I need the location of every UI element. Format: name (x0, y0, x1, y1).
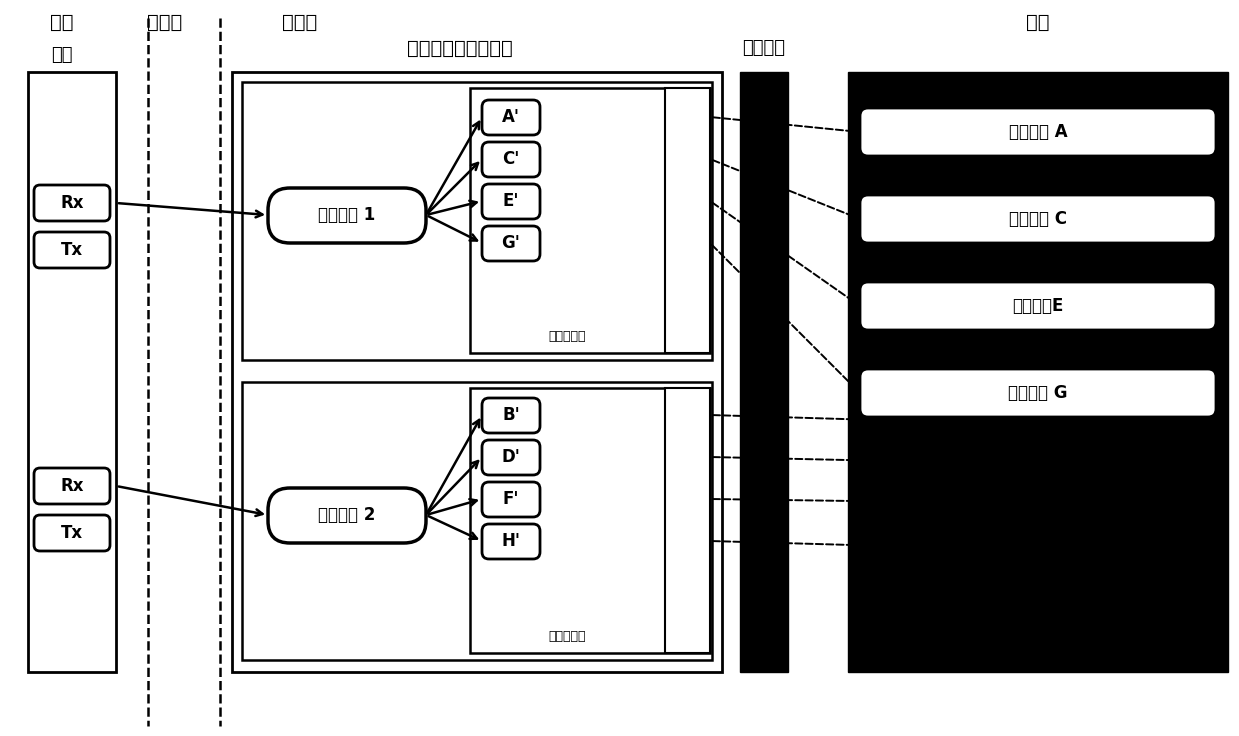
FancyBboxPatch shape (33, 468, 110, 504)
Text: 服务线程 1: 服务线程 1 (318, 206, 375, 224)
Text: 负载进程 C: 负载进程 C (1009, 210, 1067, 228)
Bar (242, 382, 712, 660)
Text: 服务线程 2: 服务线程 2 (318, 506, 375, 524)
Text: Rx: Rx (61, 194, 84, 212)
FancyBboxPatch shape (482, 184, 540, 219)
Bar (665, 88, 710, 353)
Bar (470, 388, 710, 653)
FancyBboxPatch shape (860, 369, 1215, 417)
Text: H': H' (502, 532, 520, 550)
Bar (847, 72, 1228, 672)
FancyBboxPatch shape (482, 440, 540, 475)
Text: C': C' (502, 150, 519, 168)
Text: 用户态: 用户态 (282, 13, 317, 32)
Bar (740, 72, 788, 672)
Bar (232, 72, 722, 672)
Text: 负载进程表: 负载进程表 (548, 330, 586, 344)
Text: 负载进程 A: 负载进程 A (1009, 123, 1067, 141)
FancyBboxPatch shape (33, 515, 110, 551)
FancyBboxPatch shape (33, 232, 110, 268)
Text: 应用: 应用 (1026, 13, 1049, 32)
Text: Tx: Tx (61, 241, 83, 259)
FancyBboxPatch shape (482, 398, 540, 433)
Text: 负载进程E: 负载进程E (1012, 297, 1064, 315)
FancyBboxPatch shape (482, 524, 540, 559)
Text: 用户态多线程协议栈: 用户态多线程协议栈 (408, 38, 513, 57)
Text: B': B' (502, 406, 520, 424)
FancyBboxPatch shape (482, 142, 540, 177)
Bar (470, 88, 710, 353)
Text: 调用接口: 调用接口 (742, 39, 786, 57)
Bar (665, 388, 710, 653)
Text: 内核态: 内核态 (147, 13, 182, 32)
FancyBboxPatch shape (33, 185, 110, 221)
FancyBboxPatch shape (860, 108, 1215, 156)
Text: 网卡: 网卡 (51, 46, 73, 64)
Text: 负载进程表: 负载进程表 (548, 631, 586, 643)
Text: Rx: Rx (61, 477, 84, 495)
Bar (242, 82, 712, 360)
FancyBboxPatch shape (482, 226, 540, 261)
Text: G': G' (502, 234, 520, 252)
Text: Tx: Tx (61, 524, 83, 542)
Text: A': A' (502, 108, 520, 126)
Text: E': E' (503, 192, 519, 210)
Bar (28, 72, 116, 672)
Text: D': D' (502, 448, 520, 466)
FancyBboxPatch shape (268, 488, 426, 543)
Text: 负载进程 G: 负载进程 G (1009, 384, 1068, 402)
Text: F': F' (503, 490, 519, 508)
FancyBboxPatch shape (268, 188, 426, 243)
FancyBboxPatch shape (482, 100, 540, 135)
Text: 硬件: 硬件 (51, 13, 74, 32)
FancyBboxPatch shape (860, 282, 1215, 330)
FancyBboxPatch shape (860, 195, 1215, 243)
FancyBboxPatch shape (482, 482, 540, 517)
